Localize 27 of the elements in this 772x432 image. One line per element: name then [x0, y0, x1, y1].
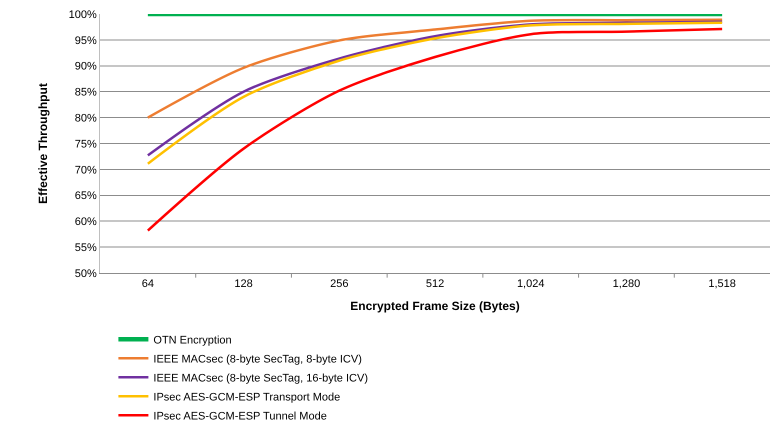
- y-axis-title: Effective Throughput: [36, 83, 50, 204]
- y-tick-label: 90%: [74, 60, 98, 73]
- line-series: [146, 18, 724, 119]
- legend-label: IPsec AES-GCM-ESP Transport Mode: [153, 392, 340, 404]
- legend-label: OTN Encryption: [153, 334, 232, 347]
- y-tick-label: 95%: [74, 34, 98, 47]
- y-tick-label: 80%: [74, 112, 98, 124]
- x-tick-label: 128: [234, 278, 253, 290]
- x-tick-label: 1,024: [516, 278, 544, 290]
- y-tick-label: 100%: [68, 8, 98, 21]
- y-tick-label: 85%: [74, 86, 98, 99]
- y-tick-label: 55%: [74, 242, 98, 254]
- y-tick-label: 75%: [74, 138, 98, 150]
- y-tick-label: 50%: [74, 268, 98, 280]
- legend-label: IEEE MACsec (8-byte SecTag, 8-byte ICV): [153, 354, 362, 366]
- y-tick-label: 70%: [74, 164, 98, 176]
- legend-label: IEEE MACsec (8-byte SecTag, 16-byte ICV): [153, 372, 368, 385]
- x-tick-label: 64: [142, 278, 154, 290]
- line-series: [146, 28, 724, 232]
- legend-label: IPsec AES-GCM-ESP Tunnel Mode: [153, 410, 327, 423]
- y-tick-label: 65%: [74, 190, 98, 202]
- x-axis-title: Encrypted Frame Size (Bytes): [350, 299, 520, 314]
- x-tick-label: 1,280: [612, 278, 640, 290]
- x-tick-label: 512: [426, 278, 444, 290]
- x-tick-label: 256: [330, 278, 348, 290]
- x-tick-label: 1,518: [708, 278, 736, 290]
- y-tick-label: 60%: [74, 216, 98, 228]
